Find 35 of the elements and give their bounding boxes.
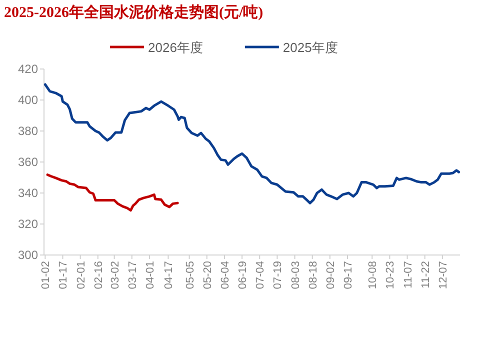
x-tick-label: 08-18 — [307, 261, 320, 290]
x-tick-label: 04-01 — [144, 261, 156, 290]
x-tick-label: 08-03 — [290, 261, 302, 290]
x-tick-label: 03-17 — [126, 261, 139, 290]
x-tick-label: 10-08 — [367, 261, 380, 290]
x-tick-label: 07-19 — [272, 261, 284, 290]
legend-label: 2025年度 — [282, 40, 338, 55]
y-tick-label: 380 — [18, 124, 38, 138]
y-tick-label: 300 — [18, 248, 38, 262]
y-tick-label: 400 — [18, 93, 38, 107]
x-tick-label: 03-02 — [109, 261, 122, 290]
chart-title: 2025-2026年全国水泥价格走势图(元/吨) — [4, 4, 264, 21]
legend-label: 2026年度 — [148, 40, 203, 55]
x-tick-label: 01-02 — [40, 261, 52, 290]
x-tick-label: 06-04 — [219, 261, 232, 290]
y-tick-label: 360 — [18, 155, 38, 169]
x-tick-label: 01-17 — [58, 261, 70, 290]
x-tick-label: 04-17 — [163, 261, 176, 290]
x-tick-label: 02-16 — [92, 261, 105, 290]
x-tick-label: 09-02 — [324, 261, 337, 290]
x-tick-label: 10-23 — [384, 261, 397, 290]
x-tick-label: 05-05 — [184, 261, 196, 290]
line-series — [46, 173, 179, 212]
x-tick-label: 06-19 — [237, 261, 250, 290]
x-tick-label: 12-07 — [437, 261, 450, 290]
x-tick-label: 09-17 — [342, 261, 355, 290]
x-tick-label: 02-01 — [75, 261, 88, 290]
y-tick-label: 420 — [18, 62, 38, 76]
x-tick-label: 11-07 — [402, 261, 414, 288]
line-series — [44, 83, 460, 204]
x-tick-label: 05-20 — [202, 261, 214, 290]
x-tick-label: 11-22 — [420, 261, 432, 288]
x-tick-label: 07-04 — [254, 261, 267, 290]
y-tick-label: 340 — [18, 186, 38, 200]
y-tick-label: 320 — [18, 217, 38, 231]
